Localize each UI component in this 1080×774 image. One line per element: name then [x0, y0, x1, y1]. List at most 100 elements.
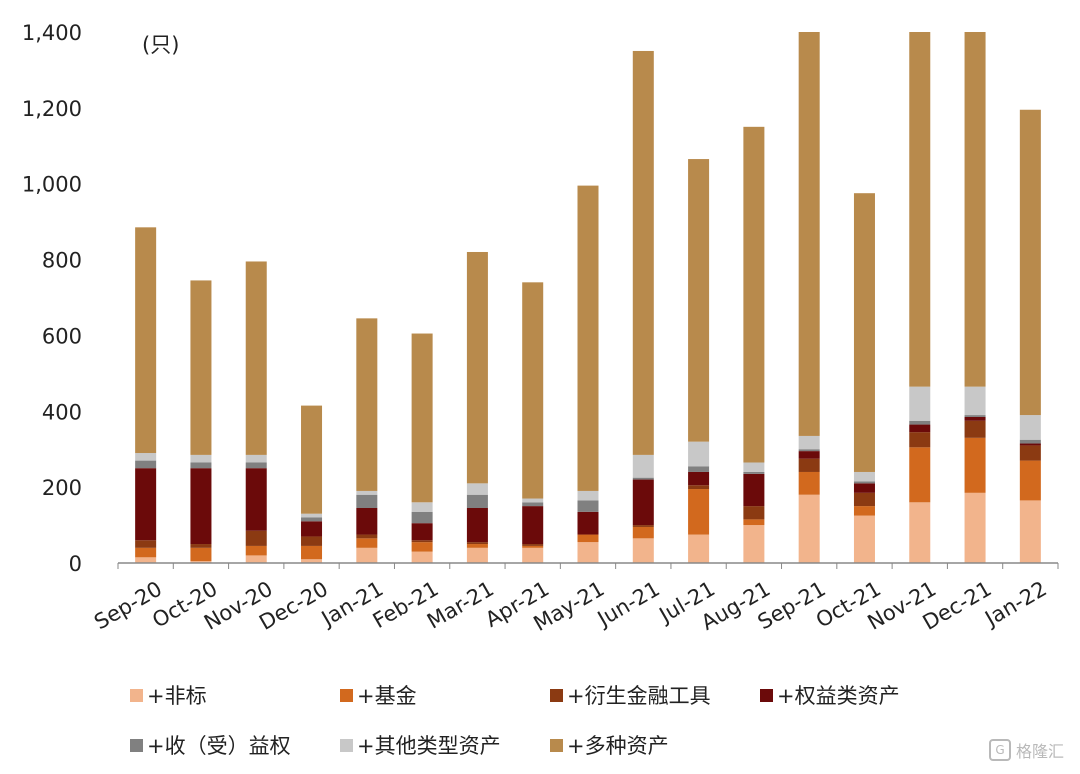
- bar-segment: [135, 540, 157, 548]
- bar-segment: [522, 506, 544, 545]
- bar-segment: [190, 462, 212, 469]
- x-axis: Sep-20Oct-20Nov-20Dec-20Jan-21Feb-21Mar-…: [90, 562, 1059, 636]
- x-tick-label: Sep-20: [90, 577, 166, 635]
- bar-segment: [135, 453, 157, 461]
- bar-segment: [964, 32, 986, 387]
- bar-segment: [135, 468, 157, 541]
- bar-segment: [411, 542, 433, 552]
- bar-segment: [190, 544, 212, 548]
- bar-segment: [135, 557, 157, 563]
- bar-segment: [245, 261, 267, 455]
- bar-segment: [301, 559, 323, 563]
- bar-segment: [632, 477, 654, 480]
- bar-segment: [245, 545, 267, 556]
- bar-segment: [301, 513, 323, 518]
- legend-swatch: [130, 738, 143, 752]
- y-tick-label: 1,000: [22, 173, 82, 197]
- legend-item-derivatives: +衍生金融工具: [550, 680, 711, 710]
- bar-segment: [466, 544, 488, 548]
- bar-segment: [632, 479, 654, 526]
- legend-label: +收（受）益权: [147, 734, 291, 758]
- bar-segment: [411, 523, 433, 541]
- bar-segment: [909, 432, 931, 448]
- bar-segment: [632, 526, 654, 539]
- y-tick-label: 0: [69, 552, 82, 576]
- bar-segment: [245, 530, 267, 546]
- legend-label: +衍生金融工具: [567, 684, 711, 708]
- bar-segment: [688, 159, 710, 442]
- bar-segment: [743, 462, 765, 472]
- legend-swatch: [550, 738, 563, 752]
- bar-segment: [356, 547, 378, 563]
- bar-segment: [909, 424, 931, 433]
- bar-segment: [522, 545, 544, 548]
- bar-segment: [411, 333, 433, 503]
- bar-segment: [301, 405, 323, 514]
- bar-segment: [190, 280, 212, 455]
- bar-segment: [688, 471, 710, 486]
- bar-segment: [190, 468, 212, 545]
- bar-segment: [577, 542, 599, 563]
- bar-segment: [853, 471, 875, 482]
- bar-segment: [688, 485, 710, 490]
- watermark-logo-icon: G: [988, 739, 1011, 761]
- legend-label: +基金: [357, 684, 417, 708]
- bar-segment: [1019, 415, 1041, 440]
- legend-item-income-rights: +收（受）益权: [130, 730, 291, 760]
- bar-segment: [301, 536, 323, 546]
- bar-segment: [522, 547, 544, 563]
- bar-segment: [522, 282, 544, 499]
- bar-segment: [522, 498, 544, 503]
- bar-segment: [301, 521, 323, 537]
- bar-segment: [853, 506, 875, 516]
- stacked-bar-chart: 0 200 400 600 800 1,000 1,200 1,400 Sep-20Oct-2…: [22, 21, 1059, 636]
- bar-segment: [798, 458, 820, 472]
- legend-label: +多种资产: [567, 734, 669, 758]
- bar-segment: [356, 318, 378, 491]
- legend-swatch: [130, 688, 143, 702]
- bar-segment: [466, 542, 488, 545]
- bar-segment: [909, 32, 931, 387]
- bar-segment: [411, 502, 433, 512]
- bar-segment: [688, 534, 710, 563]
- bar-segment: [688, 441, 710, 467]
- bar-segment: [577, 534, 599, 543]
- bar-segment: [356, 490, 378, 495]
- bar-segment: [577, 185, 599, 491]
- bar-segment: [964, 416, 986, 421]
- bar-segment: [964, 415, 986, 417]
- bar-segment: [632, 50, 654, 455]
- bar-segment: [245, 454, 267, 463]
- bar-segment: [356, 494, 378, 509]
- bar-segment: [135, 547, 157, 558]
- bar-segment: [577, 511, 599, 535]
- bar-segment: [743, 471, 765, 474]
- bar-segment: [853, 515, 875, 563]
- bar-segment: [466, 547, 488, 563]
- bar-segment: [411, 540, 433, 543]
- legend-item-other: +其他类型资产: [340, 730, 501, 760]
- legend-label: +其他类型资产: [357, 734, 501, 758]
- bar-segment: [522, 544, 544, 546]
- bar-segment: [356, 534, 378, 539]
- bar-segment: [190, 547, 212, 562]
- bar-segment: [466, 494, 488, 509]
- bar-segment: [356, 508, 378, 535]
- x-tick-label: Jan-22: [979, 577, 1050, 632]
- bar-segment: [688, 489, 710, 535]
- legend-swatch: [340, 688, 353, 702]
- legend-swatch: [760, 688, 773, 702]
- bar-segment: [466, 508, 488, 543]
- y-tick-label: 200: [42, 476, 82, 500]
- bar-segment: [245, 555, 267, 563]
- bar-segment: [190, 454, 212, 463]
- bar-segment: [411, 511, 433, 524]
- watermark: G 格隆汇: [988, 738, 1064, 762]
- bar-segment: [301, 545, 323, 560]
- bar-segment: [1019, 439, 1041, 444]
- legend-label: +非标: [147, 684, 207, 708]
- bar-segment: [853, 483, 875, 493]
- bar-segment: [798, 451, 820, 459]
- bar-segment: [466, 483, 488, 495]
- bar-segment: [798, 32, 820, 436]
